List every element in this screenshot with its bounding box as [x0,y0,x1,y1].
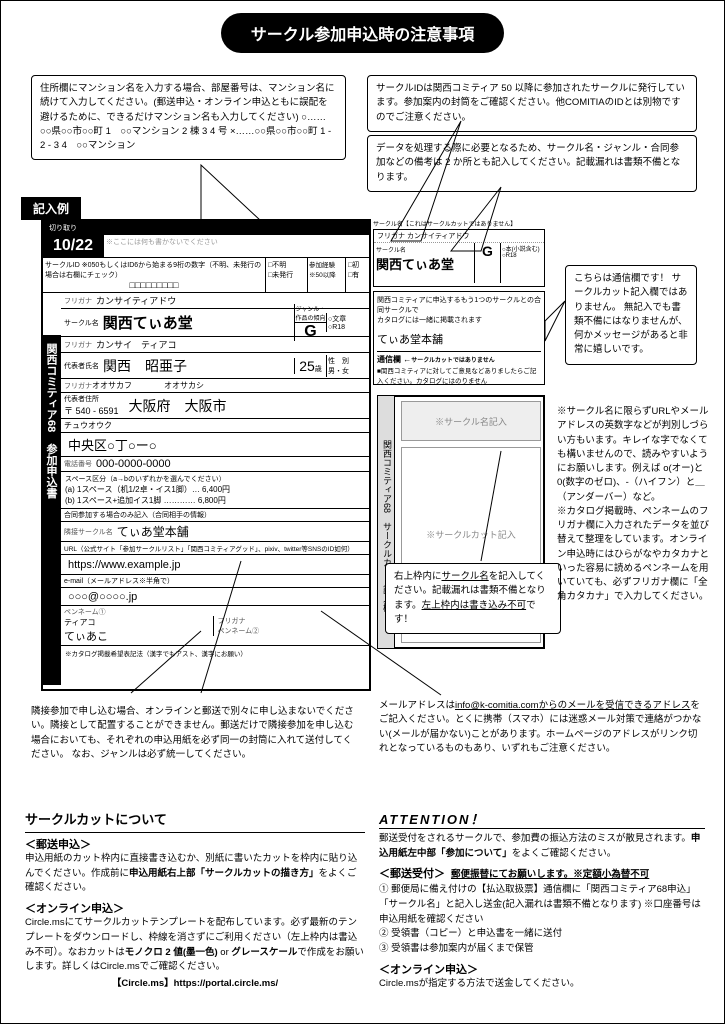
rf-furigana-label: フリガナ [377,233,405,240]
cut-name-area: ※サークル名記入 [401,401,541,441]
rf-comm-body: ■関西コミティアに対してご意見などありましたらご記入ください。カタログにはのりま… [377,365,541,385]
callout-circle-name-box: 右上枠内にサークル名を記入してください。記載漏れは書類不備となります。左上枠内は… [385,563,561,634]
addr1: 大阪府 大阪市 [129,396,227,416]
participation-opts: □初 □有 [345,258,369,292]
callout-address: 住所欄にマンション名を入力する場合、部屋番号は、マンション名に続けて入力してくだ… [31,75,346,160]
penname2-furigana: ティアコ [64,618,96,627]
space-b: (b) 1スペース+追加イス1脚 ………… 6,800円 [65,495,226,506]
header-title: サークル参加申込時の注意事項 [221,13,505,53]
attention-step1: ① 郵便局に備え付けの【払込取扱票】通信欄に「関西コミティア68申込」「サークル… [379,883,705,927]
postal: 〒 540 - 6591 [64,404,119,417]
rf-comm-label: 通信欄 ←サークルカットではありません [377,354,541,365]
adjacent-label: 隣接サークル名 [64,527,113,537]
url-value: https://www.example.jp [68,559,181,571]
furigana2: カンサイ ティアコ [96,338,176,351]
cut-section-title: サークルカットについて [25,809,365,828]
adjacent-name: てぃあ堂本舗 [117,523,189,540]
genre-opts-left: ○文章○R18 [326,313,366,332]
callout-adjacent: 隣接参加で申し込む場合、オンラインと郵送で別々に申し込まないでください。隣接とし… [31,705,361,762]
tel: 000-0000-0000 [96,458,171,470]
rf-genre-opts: ○本(小説含む) ○R18 [500,243,544,283]
right-circle-name-box: フリガナ カンサイティアドウ サークル名関西てぃあ堂 G ○本(小説含む) ○R… [373,229,545,287]
pen-name: 関西 昭亜子 [103,356,187,376]
cut-online-body: Circle.msにてサークルカットテンプレートを配布しています。必ず最新のテン… [25,916,365,975]
attention-postal-sub: ＜郵送受付＞ [379,865,445,881]
attention-section: ATTENTION！ 郵送受付をされるサークルで、参加費の振込方法のミスが散見さ… [379,809,705,991]
cut-postal-sub: ＜郵送申込＞ [25,836,365,852]
tel-label: 電話番号 [64,459,92,469]
rf-circle-label: サークル名 [376,248,406,254]
callout-message: こちらは通信欄です！ サークルカット記入欄ではありません。 無記入でも書類不備に… [565,265,697,365]
cut-link: 【Circle.ms】https://portal.circle.ms/ [25,977,365,992]
page: サークル参加申込時の注意事項 住所欄にマンション名を入力する場合、部屋番号は、マ… [0,0,725,1024]
circle-name-label: サークル名 [64,318,99,328]
form-left: 切り取り 10/22 ※ここには何も書かないでください サークルID ※050も… [41,219,371,691]
cut-postal-body: 申込用紙のカット枠内に直接書き込むか、別紙に書いたカットを枠内に貼り込んでくださ… [25,852,365,896]
circleid-status: □不明□未発行 [265,258,307,292]
attention-step3: ③ 受領書は参加案内が届くまで保管 [379,942,705,957]
callout-email: メールアドレスはinfo@k-comitia.comからのメールを受信できるアド… [379,699,703,756]
age: 25 [299,358,315,374]
furigana-label: フリガナ [64,296,92,306]
gender: 性 別 男・女 [326,355,366,377]
space-label: スペース区分（a→bのいずれかを選んでください） [65,474,226,484]
rep-name-label: 代表者氏名 [64,361,99,371]
example-label: 記入例 [21,197,81,220]
catalog-note: ※カタログ掲載希望表記法（漢字でもアスト、漢字にお願い） [61,646,369,660]
form-date: 10/22 [43,235,103,257]
cut-online-sub: ＜オンライン申込＞ [25,900,365,916]
genre-value: G [295,323,326,341]
form-side-label: 関西コミティア68 参加申込書 [41,335,61,685]
url-label: URL（公式サイト「参加サークルリスト」「関西コミティアグッド」、pixiv、t… [64,543,354,553]
attention-title: ATTENTION！ [379,809,705,828]
rf-cut-warning: サークル名【これはサークルカットではありません】 [373,219,545,228]
email-value: ○○○@○○○○.jp [68,591,137,603]
rf-genre: G [474,243,500,283]
attention-online-sub: ＜オンライン申込＞ [379,961,705,977]
attention-step2: ② 受領書（コピー）と申込書を一緒に送付 [379,927,705,942]
email-label: e-mail（メールアドレス※半角で） [64,576,174,586]
notes-right: ※サークル名に限らずURLやメールアドレスの英数字などが判別しづらい方もいます。… [557,405,713,605]
addr-furigana: オオサカフ オオサカシ [92,380,204,391]
right-joint-box: 関西コミティアに申込するもう1つのサークルとの合同サークルでカタログには一緒に掲… [373,291,545,385]
genre-label: ジャンル・作品の傾向 [295,304,326,323]
space-a: (a) 1スペース（机1/2卓・イス1脚）… 6,400円 [65,484,230,495]
furigana1: カンサイティアドウ [96,294,176,307]
postal-method: 郵便振替にてお願いします。※定額小為替不可 [451,869,649,880]
form-note-blank: ※ここには何も書かないでください [103,235,369,257]
joint-label: 合同参加する場合のみ記入（合同相手の情報） [64,510,211,520]
rf-circle-name: 関西てぃあ堂 [376,257,454,272]
rf-furigana: カンサイティアドウ [407,233,469,240]
addr2: 中央区○丁○ー○ [68,435,157,454]
rf-shop-name: てぃあ堂本舗 [377,331,541,347]
attention-online-body: Circle.msが指定する方法で送金してください。 [379,977,705,992]
cut-section: サークルカットについて ＜郵送申込＞ 申込用紙のカット枠内に直接書き込むか、別紙… [25,809,365,992]
penname3-label: フリガナペンネーム② [218,618,260,635]
form-top-strip: 切り取り [43,221,369,235]
callout-data-processing: データを処理する際に必要となるため、サークル名・ジャンル・合同参加などの備考は … [367,135,697,192]
furigana2-label: フリガナ [64,340,92,350]
participation-type: 参加経験 ※50以降 [307,258,345,292]
penname2: てぃあこ [64,631,108,643]
attention-intro: 郵送受付をされるサークルで、参加費の振込方法のミスが散見されます。申込用紙左中部… [379,832,705,861]
circle-id-cell: サークルID ※050もしくはID6から始まる9桁の数字（不明、未発行の場合は右… [43,258,265,292]
rf-joint-label: 関西コミティアに申込するもう1つのサークルとの合同サークルでカタログには一緒に掲… [377,295,541,325]
circle-name: 関西てぃあ堂 [103,312,193,333]
callout-circle-id: サークルIDは関西コミティア 50 以降に参加されたサークルに発行しています。参… [367,75,697,132]
addr-furigana-label: フリガナ [64,381,92,391]
addr-label: 代表者住所 [64,394,119,404]
addr-furigana2: チュウオウク [64,420,112,431]
penname2-label: ペンネーム① [64,609,106,616]
